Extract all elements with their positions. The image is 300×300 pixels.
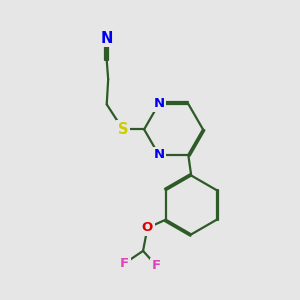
Text: N: N (100, 31, 113, 46)
Text: F: F (120, 257, 129, 270)
Text: O: O (142, 221, 153, 234)
Text: N: N (153, 148, 164, 161)
Text: F: F (152, 259, 161, 272)
Text: S: S (118, 122, 128, 137)
Text: N: N (153, 98, 164, 110)
